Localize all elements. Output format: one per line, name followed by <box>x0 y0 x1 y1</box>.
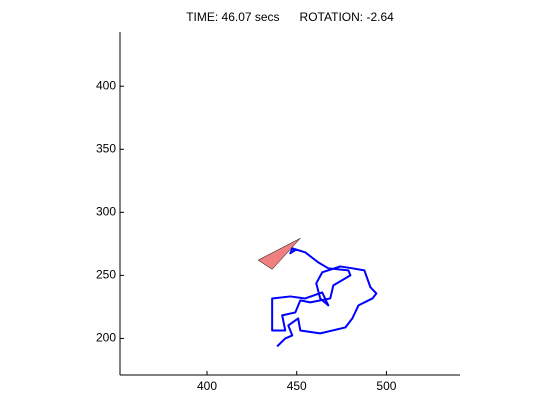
y-tick-label: 400 <box>96 78 116 92</box>
y-tick-label: 200 <box>96 331 116 345</box>
x-tick-label: 400 <box>197 379 217 393</box>
y-tick-label: 300 <box>96 204 116 218</box>
x-tick-label: 500 <box>376 379 396 393</box>
x-tick-label: 450 <box>287 379 307 393</box>
trajectory <box>271 247 378 348</box>
robot <box>257 238 301 270</box>
y-tick-label: 350 <box>96 141 116 155</box>
y-tick-label: 250 <box>96 268 116 282</box>
chart-title: TIME: 46.07 secs ROTATION: -2.64 <box>186 10 394 24</box>
